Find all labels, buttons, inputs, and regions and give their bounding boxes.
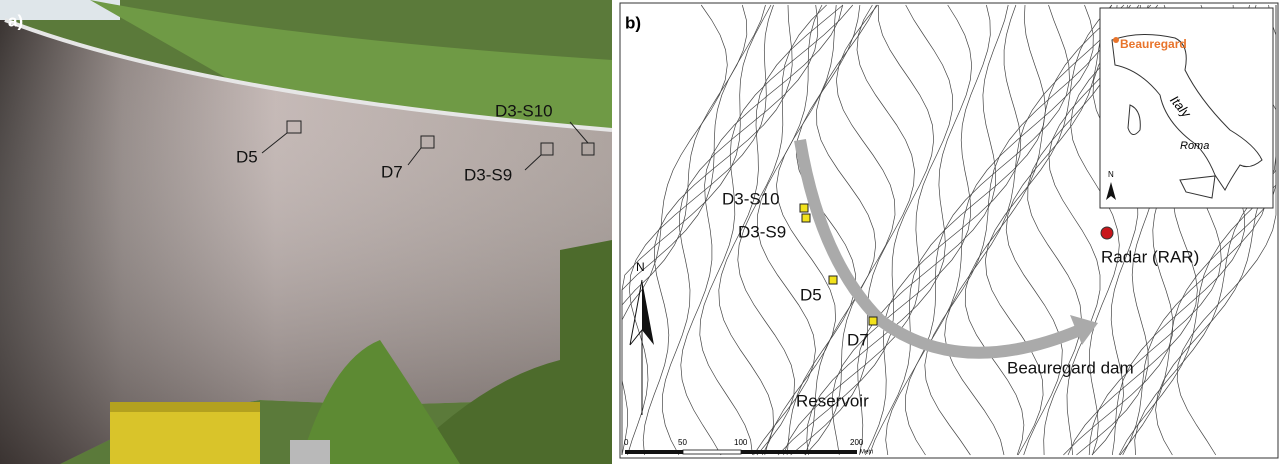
scale-label: 100 [734, 438, 748, 447]
target-label: D3-S9 [738, 222, 786, 241]
target-label: D5 [800, 285, 822, 304]
contour-line [783, 4, 953, 456]
scale-label: 0 [624, 438, 629, 447]
contour-line [857, 4, 1009, 456]
contour-line [944, 4, 1131, 456]
contour-line [885, 4, 1070, 456]
contour-line [753, 4, 823, 456]
dam-label: Beauregard dam [1007, 358, 1134, 377]
contour-line [680, 4, 844, 456]
dam-arc [794, 139, 1083, 359]
inset-city: Roma [1180, 140, 1209, 152]
contour-line [905, 4, 1094, 456]
contour-line [964, 4, 1125, 456]
contour-line [1005, 4, 1112, 456]
north-arrow [642, 280, 654, 345]
contour-line [831, 4, 991, 456]
targets [799, 203, 878, 326]
north-label: N [636, 260, 645, 274]
contour-line [1070, 4, 1159, 456]
target-label: D3-S9 [464, 165, 512, 184]
contour-line [1048, 4, 1149, 456]
contour-line [642, 4, 793, 456]
scale-bar [625, 449, 857, 455]
contour-line [777, 4, 935, 456]
photo [0, 0, 613, 464]
target-label: D5 [236, 147, 258, 166]
inset-north-arrow [1106, 182, 1116, 200]
contour-line [661, 4, 819, 456]
contour-line [621, 4, 772, 456]
target-label: D3-S10 [495, 101, 553, 120]
contour-line [1091, 4, 1152, 456]
contour-line [790, 4, 915, 456]
scale-label: 50 [678, 438, 687, 447]
contour-line [1176, 5, 1277, 456]
contour-line [924, 4, 1118, 456]
contour-line [764, 4, 837, 456]
target-label: D7 [847, 330, 869, 349]
dam-arrow [1070, 315, 1098, 345]
contour-line [864, 4, 1022, 456]
contour-line [804, 4, 877, 456]
contour-line [786, 4, 861, 456]
islands [1127, 104, 1216, 199]
radar-marker [1100, 226, 1114, 240]
panel-label: b) [625, 13, 641, 32]
italy-outline [1111, 33, 1263, 191]
target-label: D3-S10 [722, 189, 780, 208]
inset-site: Beauregard [1120, 37, 1187, 51]
site-marker [1113, 37, 1119, 43]
panel-label: a) [8, 11, 23, 30]
contour-line [985, 4, 1113, 456]
contours [621, 4, 1277, 456]
contour-line [718, 4, 844, 456]
contour-line [699, 4, 854, 456]
inset-north: N [1108, 170, 1114, 179]
radar-label: Radar (RAR) [1101, 247, 1199, 266]
reservoir-label: Reservoir [796, 391, 869, 410]
scale-label: 200 [850, 438, 864, 447]
contour-line [737, 4, 827, 456]
north-arrow [629, 279, 643, 415]
contour-line [804, 4, 896, 456]
target-label: D7 [381, 162, 403, 181]
scale-unit: Metri [860, 450, 873, 456]
